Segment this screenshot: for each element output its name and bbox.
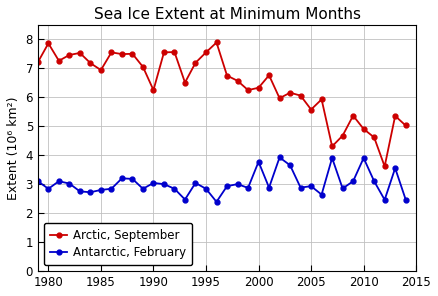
- Antarctic, February: [193, 181, 198, 185]
- Arctic, September: [140, 65, 145, 69]
- Antarctic, February: [245, 186, 251, 190]
- Antarctic, February: [382, 198, 387, 202]
- Arctic, September: [371, 136, 377, 139]
- Arctic, September: [361, 127, 366, 131]
- Arctic, September: [98, 68, 103, 72]
- Antarctic, February: [56, 179, 61, 183]
- Arctic, September: [403, 124, 408, 127]
- Antarctic, February: [329, 156, 335, 160]
- Arctic, September: [245, 88, 251, 92]
- Line: Arctic, September: Arctic, September: [35, 40, 408, 169]
- Antarctic, February: [319, 193, 324, 196]
- Antarctic, February: [46, 187, 51, 191]
- Antarctic, February: [266, 186, 272, 189]
- Antarctic, February: [308, 184, 314, 188]
- Antarctic, February: [298, 186, 303, 189]
- Arctic, September: [35, 60, 40, 64]
- Antarctic, February: [140, 187, 145, 191]
- Antarctic, February: [287, 163, 293, 167]
- Antarctic, February: [172, 187, 177, 191]
- Antarctic, February: [371, 179, 377, 183]
- Antarctic, February: [403, 198, 408, 201]
- Arctic, September: [77, 51, 82, 55]
- Antarctic, February: [77, 190, 82, 193]
- Antarctic, February: [256, 160, 261, 164]
- Antarctic, February: [340, 187, 345, 190]
- Antarctic, February: [361, 156, 366, 160]
- Arctic, September: [308, 108, 314, 111]
- Arctic, September: [193, 61, 198, 65]
- Arctic, September: [235, 79, 240, 83]
- Antarctic, February: [350, 179, 356, 183]
- Arctic, September: [340, 134, 345, 137]
- Antarctic, February: [35, 179, 40, 183]
- Antarctic, February: [109, 187, 114, 191]
- Antarctic, February: [224, 184, 230, 188]
- Arctic, September: [46, 42, 51, 45]
- Antarctic, February: [67, 182, 72, 185]
- Arctic, September: [392, 114, 398, 118]
- Y-axis label: Extent (10⁶ km²): Extent (10⁶ km²): [7, 96, 20, 200]
- Arctic, September: [161, 51, 166, 54]
- Antarctic, February: [151, 181, 156, 185]
- Arctic, September: [203, 51, 208, 54]
- Arctic, September: [56, 59, 61, 62]
- Arctic, September: [319, 98, 324, 101]
- Antarctic, February: [182, 198, 187, 201]
- Antarctic, February: [392, 166, 398, 170]
- Title: Sea Ice Extent at Minimum Months: Sea Ice Extent at Minimum Months: [94, 7, 360, 22]
- Arctic, September: [277, 96, 282, 100]
- Arctic, September: [151, 88, 156, 92]
- Arctic, September: [382, 165, 387, 168]
- Arctic, September: [350, 114, 356, 118]
- Arctic, September: [256, 86, 261, 90]
- Arctic, September: [329, 145, 335, 148]
- Antarctic, February: [161, 182, 166, 186]
- Antarctic, February: [235, 182, 240, 186]
- Arctic, September: [67, 53, 72, 57]
- Arctic, September: [119, 52, 124, 56]
- Antarctic, February: [88, 191, 93, 194]
- Arctic, September: [109, 51, 114, 54]
- Arctic, September: [287, 91, 293, 94]
- Line: Antarctic, February: Antarctic, February: [35, 155, 408, 204]
- Arctic, September: [130, 52, 135, 56]
- Arctic, September: [182, 81, 187, 84]
- Arctic, September: [172, 50, 177, 54]
- Antarctic, February: [119, 176, 124, 180]
- Arctic, September: [214, 41, 219, 44]
- Antarctic, February: [203, 187, 208, 191]
- Arctic, September: [266, 73, 272, 77]
- Arctic, September: [298, 94, 303, 97]
- Antarctic, February: [214, 200, 219, 204]
- Antarctic, February: [130, 177, 135, 181]
- Antarctic, February: [277, 156, 282, 159]
- Arctic, September: [88, 61, 93, 65]
- Legend: Arctic, September, Antarctic, February: Arctic, September, Antarctic, February: [44, 223, 192, 265]
- Arctic, September: [224, 74, 230, 77]
- Antarctic, February: [98, 188, 103, 192]
